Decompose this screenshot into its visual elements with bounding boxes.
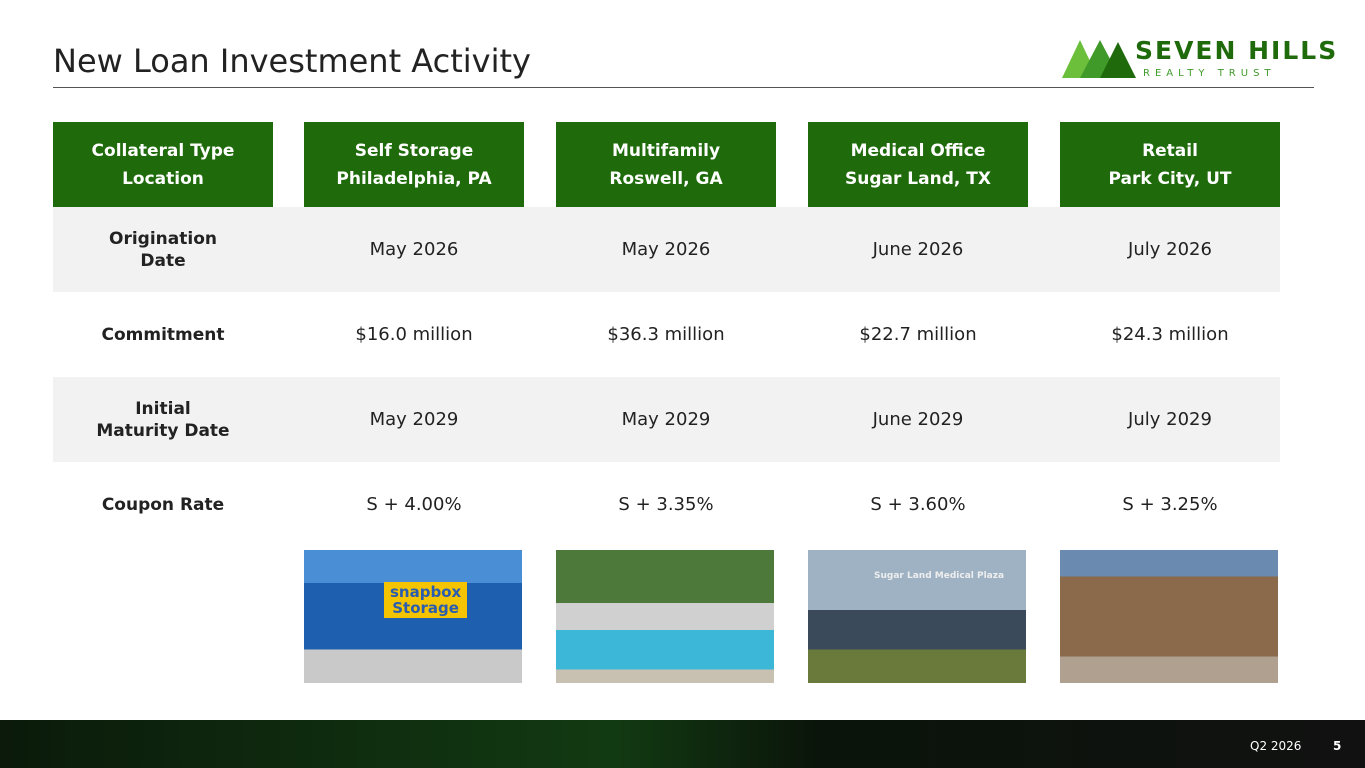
table-cell: June 2026 xyxy=(808,207,1028,292)
footer-band xyxy=(0,720,1365,768)
header-text: Roswell, GA xyxy=(609,168,723,189)
column-header: Retail Park City, UT xyxy=(1060,122,1280,207)
column-header: Medical Office Sugar Land, TX xyxy=(808,122,1028,207)
header-text: Sugar Land, TX xyxy=(845,168,991,189)
table-cell: $22.7 million xyxy=(808,292,1028,377)
title: New Loan Investment Activity xyxy=(53,42,531,80)
page-number: 5 xyxy=(1333,739,1342,753)
label-text: Coupon Rate xyxy=(101,494,225,515)
cell-text: May 2029 xyxy=(369,408,459,430)
cell-text: $24.3 million xyxy=(1111,323,1229,345)
cell-text: S + 3.35% xyxy=(618,493,714,515)
header-text: Medical Office xyxy=(850,140,986,161)
label-text: Origination xyxy=(109,228,217,249)
cell-text: $22.7 million xyxy=(859,323,977,345)
table-cell: S + 3.25% xyxy=(1060,462,1280,547)
cell-text: $36.3 million xyxy=(607,323,725,345)
row-label: Origination Date xyxy=(53,207,273,292)
table-cell: May 2029 xyxy=(304,377,524,462)
row-label: Coupon Rate xyxy=(53,462,273,547)
column-header: Multifamily Roswell, GA xyxy=(556,122,776,207)
footer-period: Q2 2026 xyxy=(1250,739,1302,753)
photo: Sugar Land Medical Plaza xyxy=(808,550,1026,683)
cell-text: S + 3.60% xyxy=(870,493,966,515)
label-text: Commitment xyxy=(101,324,225,345)
table-cell: July 2029 xyxy=(1060,377,1280,462)
cell-text: May 2026 xyxy=(621,238,711,260)
header-text: Park City, UT xyxy=(1108,168,1232,189)
table-cell: $24.3 million xyxy=(1060,292,1280,377)
label-text: Date xyxy=(140,250,186,271)
column-header: Collateral Type Location xyxy=(53,122,273,207)
logo-tagline: REALTY TRUST xyxy=(1143,68,1276,79)
cell-text: S + 3.25% xyxy=(1122,493,1218,515)
photo xyxy=(556,550,774,683)
label-text: Initial xyxy=(135,398,191,419)
table-cell: $16.0 million xyxy=(304,292,524,377)
header-text: Multifamily xyxy=(611,140,721,161)
cell-text: May 2029 xyxy=(621,408,711,430)
table-cell: S + 3.60% xyxy=(808,462,1028,547)
header-text: Philadelphia, PA xyxy=(336,168,492,189)
cell-text: May 2026 xyxy=(369,238,459,260)
logo-mark xyxy=(1062,40,1136,78)
photo-sign: snapbox Storage xyxy=(384,582,468,618)
table-cell: S + 3.35% xyxy=(556,462,776,547)
header-text: Location xyxy=(122,168,204,189)
cell-text: $16.0 million xyxy=(355,323,473,345)
row-label: Commitment xyxy=(53,292,273,377)
sign-text: Sugar Land Medical Plaza xyxy=(874,571,1005,581)
cell-text: June 2029 xyxy=(872,408,964,430)
table-cell: May 2026 xyxy=(304,207,524,292)
label-text: Maturity Date xyxy=(96,420,230,441)
cell-text: June 2026 xyxy=(872,238,964,260)
table-cell: July 2026 xyxy=(1060,207,1280,292)
sign-text: snapbox xyxy=(390,583,462,601)
row-band xyxy=(53,377,1280,462)
photo xyxy=(1060,550,1278,683)
cell-text: July 2026 xyxy=(1128,238,1212,260)
row-label: Initial Maturity Date xyxy=(53,377,273,462)
table-cell: S + 4.00% xyxy=(304,462,524,547)
photo: snapbox Storage xyxy=(304,550,522,683)
table-cell: $36.3 million xyxy=(556,292,776,377)
table-cell: May 2029 xyxy=(556,377,776,462)
header-text: Collateral Type xyxy=(91,140,235,161)
header-text: Self Storage xyxy=(354,140,474,161)
table-cell: June 2029 xyxy=(808,377,1028,462)
table-cell: May 2026 xyxy=(556,207,776,292)
photo-sign: Sugar Land Medical Plaza xyxy=(868,566,1010,586)
row-band xyxy=(53,207,1280,292)
sign-text: Storage xyxy=(392,599,459,617)
logo-name: SEVEN HILLS xyxy=(1135,36,1339,65)
cell-text: July 2029 xyxy=(1128,408,1212,430)
cell-text: S + 4.00% xyxy=(366,493,462,515)
title-rule xyxy=(53,87,1314,88)
column-header: Self Storage Philadelphia, PA xyxy=(304,122,524,207)
header-text: Retail xyxy=(1142,140,1198,161)
